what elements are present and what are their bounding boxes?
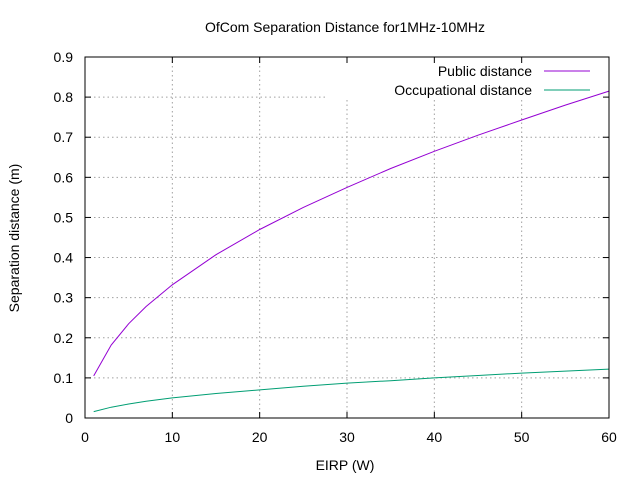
- x-tick-label: 50: [514, 429, 530, 445]
- series-layer: [93, 90, 610, 413]
- legend-label-2: Occupational distance: [394, 82, 532, 98]
- y-tick-label: 0.8: [54, 89, 74, 105]
- legend-label-1: Public distance: [438, 63, 532, 79]
- legend: Public distance Occupational distance: [394, 63, 590, 98]
- plot-frame: [84, 56, 610, 419]
- x-tick-label: 20: [252, 429, 268, 445]
- y-tick-label: 0.9: [54, 49, 74, 65]
- grid: [85, 57, 609, 418]
- x-tick-label: 30: [339, 429, 355, 445]
- axis-ticks: 0 0.1 0.2 0.3 0.4 0.5 0.6 0.7 0.8 0.9 0 10 20 30 40 50 6…: [54, 49, 617, 445]
- y-tick-label: 0.6: [54, 169, 74, 185]
- x-tick-label: 10: [165, 429, 181, 445]
- y-tick-label: 0.2: [54, 330, 74, 346]
- x-tick-label: 40: [427, 429, 443, 445]
- y-axis-label: Separation distance (m): [6, 164, 22, 313]
- x-tick-label: 60: [601, 429, 617, 445]
- x-tick-label: 0: [81, 429, 89, 445]
- x-axis-label: EIRP (W): [316, 457, 375, 473]
- y-tick-label: 0.7: [54, 129, 74, 145]
- chart-title: OfCom Separation Distance for1MHz-10MHz: [205, 19, 485, 35]
- series-line-1: [93, 90, 610, 377]
- series-line-2: [93, 368, 610, 413]
- y-tick-label: 0.4: [54, 250, 74, 266]
- y-tick-label: 0.1: [54, 370, 74, 386]
- y-tick-label: 0.3: [54, 290, 74, 306]
- y-tick-label: 0.5: [54, 209, 74, 225]
- y-tick-label: 0: [65, 410, 73, 426]
